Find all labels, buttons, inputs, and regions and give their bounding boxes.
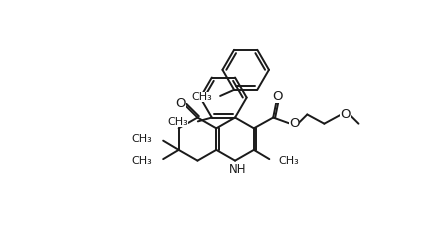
Text: CH₃: CH₃	[279, 156, 299, 166]
Text: CH₃: CH₃	[192, 92, 212, 102]
Text: O: O	[272, 90, 282, 103]
Text: O: O	[289, 117, 299, 130]
Text: NH: NH	[229, 163, 246, 176]
Text: CH₃: CH₃	[167, 117, 188, 127]
Text: CH₃: CH₃	[131, 156, 152, 166]
Text: O: O	[340, 108, 351, 121]
Text: O: O	[175, 97, 186, 110]
Text: CH₃: CH₃	[131, 134, 152, 144]
